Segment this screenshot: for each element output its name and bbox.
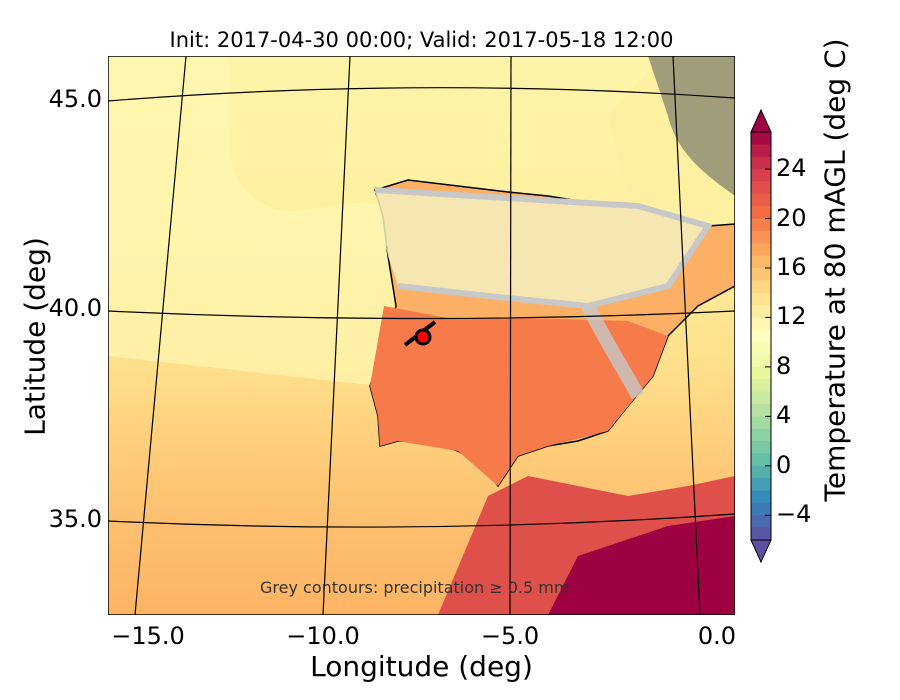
- graticule: [108, 56, 735, 615]
- precip-contours: [374, 187, 713, 310]
- y-axis-label: Latitude (deg): [18, 237, 52, 436]
- colorbar-segment: [751, 354, 771, 368]
- colorbar-segment: [751, 169, 771, 182]
- cool-sea-region: [108, 56, 408, 386]
- colorbar-segment: [751, 441, 771, 454]
- colorbar: [750, 108, 772, 564]
- y-tick-label: 35.0: [48, 505, 102, 533]
- colorbar-segment: [751, 243, 771, 257]
- colorbar-tick-label: 8: [776, 351, 792, 380]
- colorbar-segment: [751, 305, 771, 318]
- colorbar-segment: [751, 379, 771, 393]
- colorbar-segment: [751, 255, 771, 269]
- precip-contours-east: [581, 302, 645, 400]
- colorbar-segment: [751, 218, 771, 232]
- colorbar-segment: [751, 156, 771, 170]
- x-tick-label: 0.0: [697, 622, 737, 650]
- site-marker[interactable]: [403, 320, 437, 347]
- parallel-45: [108, 87, 735, 102]
- precip-annotation: Grey contours: precipitation ≥ 0.5 mm: [260, 578, 570, 597]
- colorbar-segment: [751, 317, 771, 331]
- colorbar-segment: [751, 193, 771, 207]
- colorbar-segment: [751, 490, 771, 504]
- colorbar-tick-label: −4: [776, 500, 812, 529]
- y-tick-label: 40.0: [48, 294, 102, 322]
- x-axis-label: Longitude (deg): [310, 650, 533, 683]
- colorbar-tick-label: 20: [776, 203, 807, 232]
- colorbar-segment: [751, 515, 771, 529]
- colorbar-extend-min: [750, 539, 772, 564]
- plot-title: Init: 2017-04-30 00:00; Valid: 2017-05-1…: [169, 28, 674, 52]
- alps-pyrenees-terrain: [648, 56, 735, 196]
- colorbar-tick-label: 4: [776, 401, 792, 430]
- parallel-40: [108, 310, 735, 320]
- colorbar-segment: [751, 342, 771, 356]
- colorbar-tick-label: 16: [776, 253, 807, 281]
- colorbar-segment: [751, 366, 771, 380]
- colorbar-segment: [751, 230, 771, 244]
- colorbar-segment: [751, 144, 771, 158]
- x-tick-label: −5.0: [480, 622, 540, 650]
- hot-south-region: [370, 306, 668, 486]
- meridian-0: [672, 56, 701, 615]
- africa-hot-region: [548, 516, 735, 615]
- colorbar-segment: [751, 453, 771, 467]
- colorbar-segment: [751, 527, 771, 541]
- meridian-5: [509, 56, 512, 615]
- y-tick-label: 45.0: [48, 85, 102, 113]
- colorbar-segment: [751, 181, 771, 195]
- colorbar-tick-label: 12: [776, 302, 807, 331]
- colorbar-tick-label: 0: [776, 450, 792, 479]
- colorbar-frame: [750, 131, 772, 541]
- north-precip-area: [375, 190, 708, 306]
- colorbar-segment: [751, 268, 771, 281]
- x-tick-label: −15.0: [111, 622, 185, 650]
- colorbar-segment: [751, 329, 771, 343]
- colorbar-segment: [751, 502, 771, 516]
- colorbar-segment: [751, 428, 771, 442]
- colorbar-segment: [751, 206, 771, 220]
- colorbar-segment: [751, 416, 771, 430]
- meridian-15: [134, 56, 187, 615]
- colorbar-segment: [751, 404, 771, 417]
- map-panel: [108, 56, 735, 615]
- colorbar-segment: [751, 292, 771, 306]
- colorbar-segment: [751, 478, 771, 492]
- colorbar-extend-max: [750, 108, 772, 133]
- colorbar-segment: [751, 465, 771, 479]
- colorbar-segment: [751, 132, 771, 145]
- x-tick-label: −10.0: [286, 622, 360, 650]
- colorbar-tick-label: 24: [776, 154, 807, 183]
- colorbar-segment: [751, 391, 771, 405]
- parallel-35: [108, 513, 735, 528]
- colorbar-label: Temperature at 80 mAGL (deg C): [818, 38, 852, 502]
- meridian-10: [322, 56, 351, 615]
- colorbar-segment: [751, 280, 771, 294]
